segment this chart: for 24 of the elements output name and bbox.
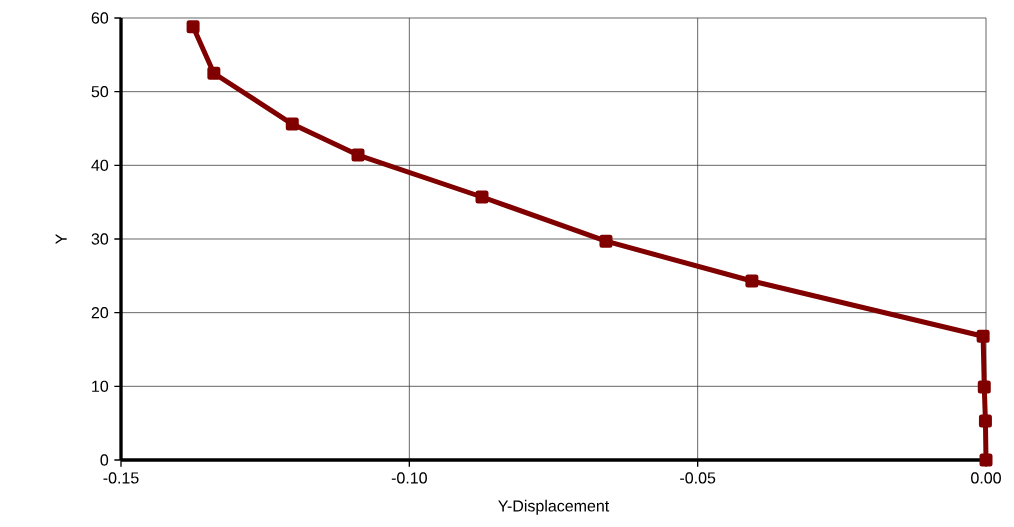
y-tick-label: 10 <box>92 380 109 392</box>
x-tick-label: 0.00 <box>971 472 1001 484</box>
point <box>977 380 991 394</box>
y-tick-label: 30 <box>91 233 109 245</box>
point <box>599 234 613 248</box>
point <box>351 148 365 162</box>
point <box>978 414 992 428</box>
point <box>285 117 299 131</box>
x-tick-label: -0.10 <box>391 472 427 484</box>
point <box>207 66 221 80</box>
point <box>979 453 993 467</box>
y-tick-label: 20 <box>91 307 109 319</box>
y-tick-label: 60 <box>91 12 109 24</box>
x-tick-label: -0.15 <box>103 472 139 484</box>
y-tick-label: 40 <box>91 159 109 171</box>
y-axis-title: Y <box>55 234 67 244</box>
point <box>475 190 489 204</box>
x-tick-label: -0.05 <box>680 472 716 484</box>
x-axis-title: Y-Displacement <box>498 499 610 515</box>
y-tick-label: 0 <box>100 454 109 466</box>
y-tick-label: 50 <box>91 86 109 98</box>
point <box>745 274 759 288</box>
point <box>976 329 990 343</box>
point <box>186 20 200 34</box>
